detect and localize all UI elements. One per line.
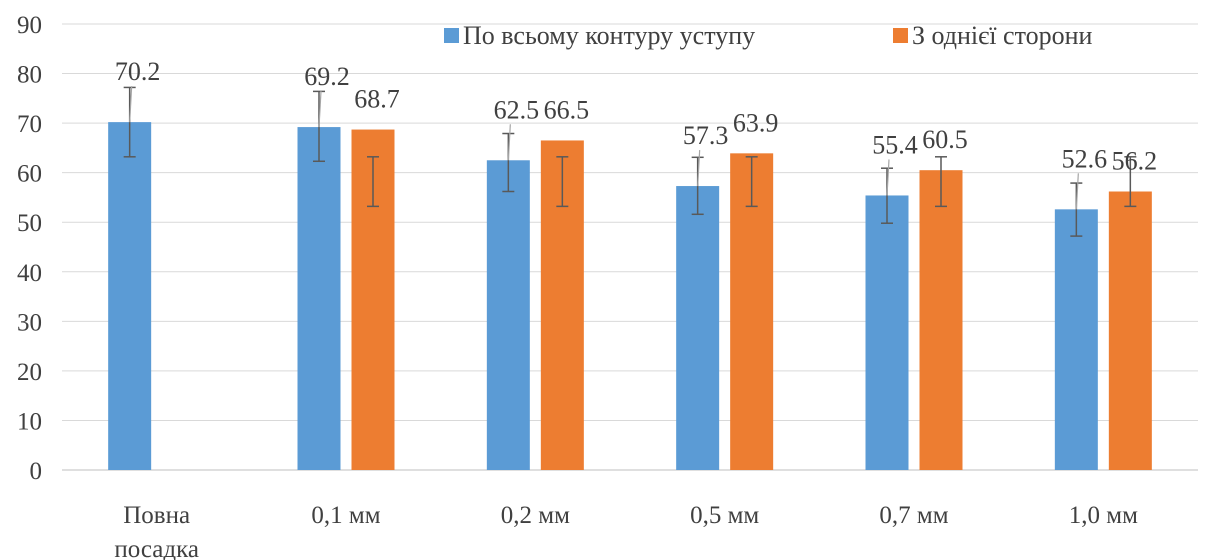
data-label-leader (318, 91, 322, 128)
y-tick-label: 20 (17, 359, 42, 386)
bar-series-1 (486, 160, 530, 470)
y-tick-label: 0 (30, 458, 43, 485)
data-label: 52.6 (1062, 144, 1108, 173)
x-tick-label: Повна (123, 502, 190, 529)
data-label: 66.5 (544, 95, 590, 124)
data-label-leader (886, 159, 890, 196)
bar-series-2 (1108, 191, 1152, 470)
data-label-leader (507, 124, 511, 161)
bar-series-2 (919, 170, 963, 470)
data-label-leader (129, 86, 133, 123)
legend-swatch (893, 28, 908, 43)
data-label: 56.2 (1112, 146, 1158, 175)
data-label: 62.5 (494, 95, 540, 124)
x-tick-label: 0,5 мм (690, 502, 759, 529)
data-label: 63.9 (733, 108, 779, 137)
legend-label: По всьому контуру уступу (463, 21, 755, 50)
y-tick-label: 30 (17, 309, 42, 336)
bar-series-1 (676, 186, 720, 470)
x-tick-label: 0,2 мм (501, 502, 570, 529)
y-tick-label: 50 (17, 210, 42, 237)
legend-swatch (444, 28, 459, 43)
data-label-leader (697, 150, 701, 187)
bar-series-1 (1054, 209, 1098, 471)
y-tick-label: 40 (17, 260, 42, 287)
data-label: 69.2 (304, 62, 350, 91)
bar-series-1 (865, 195, 909, 470)
y-tick-label: 60 (17, 161, 42, 188)
legend-label: З однієї сторони (912, 21, 1092, 50)
bar-series-1 (108, 122, 152, 471)
data-label: 57.3 (683, 121, 729, 150)
x-tick-label: 0,1 мм (311, 502, 380, 529)
bar-series-1 (297, 127, 341, 470)
y-tick-label: 80 (17, 62, 42, 89)
y-tick-label: 90 (17, 12, 42, 39)
data-label: 68.7 (354, 85, 400, 114)
data-label: 55.4 (872, 130, 918, 159)
x-tick-label: посадка (114, 536, 199, 560)
data-label-leader (1075, 173, 1079, 210)
data-label: 70.2 (115, 57, 161, 86)
y-tick-label: 10 (17, 408, 42, 435)
x-tick-label: 0,7 мм (879, 502, 948, 529)
y-tick-label: 70 (17, 111, 42, 138)
data-label: 60.5 (922, 125, 968, 154)
x-tick-label: 1,0 мм (1069, 502, 1138, 529)
